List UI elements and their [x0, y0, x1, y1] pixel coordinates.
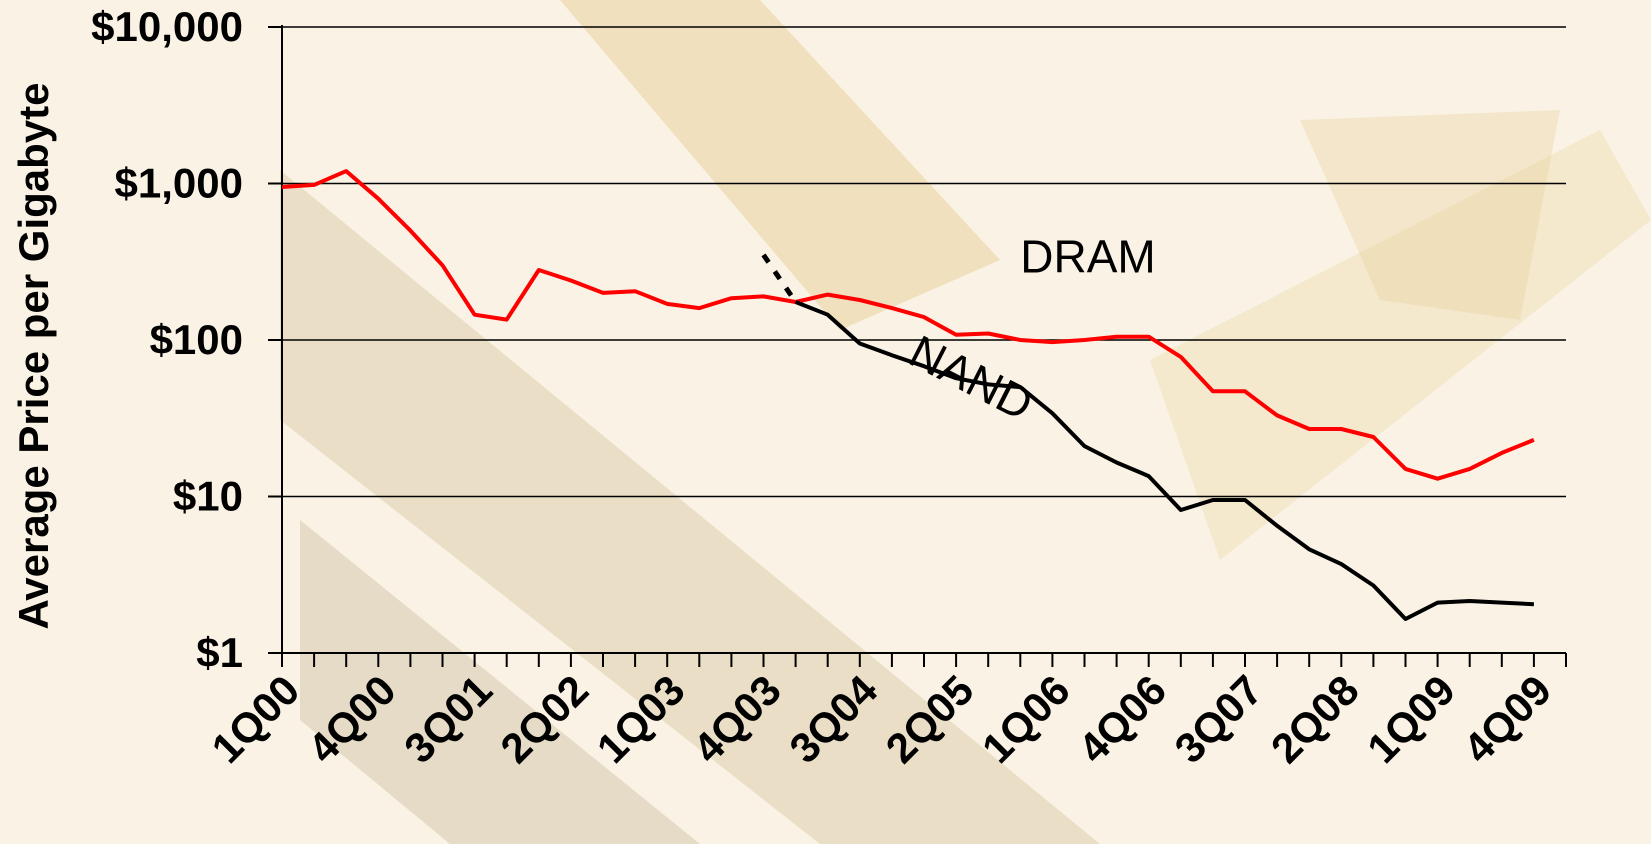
x-tick-label: 4Q03: [684, 666, 790, 772]
axes: [268, 25, 1567, 667]
x-tick-label: 1Q06: [973, 666, 1079, 772]
gridlines: [282, 26, 1566, 498]
nand_trend-line: [761, 253, 798, 304]
dram-annotation: DRAM: [1020, 230, 1155, 282]
x-tick-label: 1Q09: [1358, 666, 1464, 772]
x-tick-labels: 1Q004Q003Q012Q021Q034Q033Q042Q051Q064Q06…: [203, 666, 1561, 772]
x-tick-label: 4Q06: [1069, 666, 1175, 772]
x-tick-label: 3Q07: [1166, 666, 1272, 772]
x-tick-label: 2Q05: [877, 666, 983, 772]
y-tick-label: $10,000: [91, 3, 243, 50]
y-tick-label: $10: [173, 473, 243, 520]
x-tick-label: 1Q00: [203, 666, 309, 772]
x-tick-label: 2Q02: [491, 666, 597, 772]
x-tick-label: 4Q00: [299, 666, 405, 772]
x-tick-label: 4Q09: [1454, 666, 1560, 772]
x-tick-label: 2Q08: [1262, 666, 1368, 772]
x-tick-label: 3Q04: [780, 666, 886, 772]
x-tick-label: 3Q01: [395, 666, 501, 772]
series-lines: [281, 169, 1535, 621]
dram-line: [281, 169, 1535, 481]
y-axis-label: Average Price per Gigabyte: [10, 82, 57, 629]
y-tick-label: $1,000: [115, 160, 243, 207]
nand-line: [794, 300, 1534, 621]
y-tick-labels: $1 $10 $100 $1,000 $10,000: [91, 3, 243, 676]
y-tick-label: $1: [196, 629, 243, 676]
y-tick-label: $100: [150, 316, 243, 363]
x-tick-label: 1Q03: [588, 666, 694, 772]
